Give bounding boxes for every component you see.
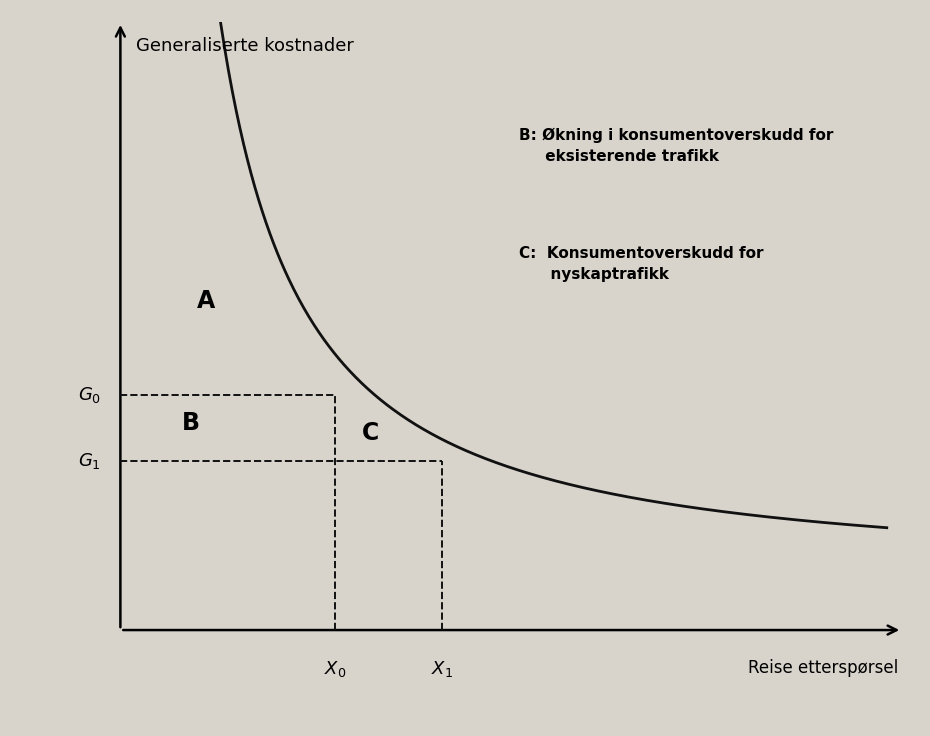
Text: B: Økning i konsumentoverskudd for
     eksisterende trafikk: B: Økning i konsumentoverskudd for eksis…: [519, 128, 833, 164]
Text: C: C: [362, 421, 379, 445]
Text: $G_0$: $G_0$: [78, 385, 101, 405]
Text: Reise etterspørsel: Reise etterspørsel: [748, 659, 898, 677]
Text: Generaliserte kostnader: Generaliserte kostnader: [136, 38, 353, 55]
Text: $X_0$: $X_0$: [324, 659, 346, 679]
Text: $X_1$: $X_1$: [432, 659, 453, 679]
Text: C:  Konsumentoverskudd for
      nyskaptrafikk: C: Konsumentoverskudd for nyskaptrafikk: [519, 246, 764, 282]
Text: A: A: [197, 289, 215, 314]
Text: B: B: [181, 411, 200, 435]
Text: $G_1$: $G_1$: [78, 451, 101, 471]
